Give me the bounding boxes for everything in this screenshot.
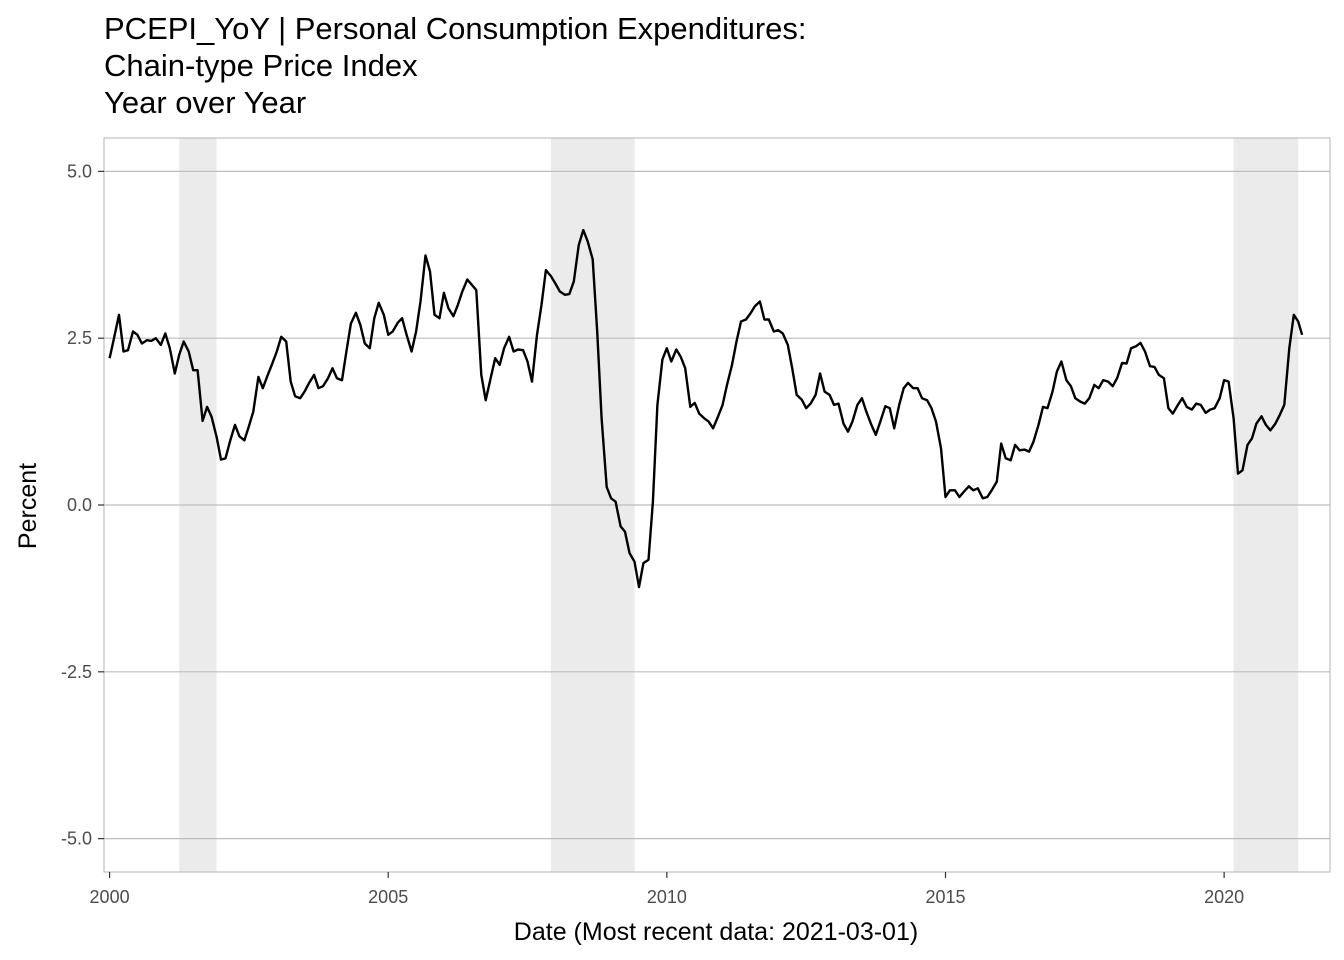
x-tick-label: 2015 — [925, 887, 965, 907]
y-tick-label: -5.0 — [61, 829, 92, 849]
series-line — [108, 228, 1304, 589]
x-tick-label: 2000 — [90, 887, 130, 907]
y-tick-label: 5.0 — [67, 161, 92, 181]
x-tick-label: 2020 — [1204, 887, 1244, 907]
x-tick-label: 2010 — [647, 887, 687, 907]
gridlines — [104, 170, 1330, 840]
x-axis-title: Date (Most recent data: 2021-03-01) — [514, 918, 918, 946]
y-tick-label: -2.5 — [61, 662, 92, 682]
x-tick-label: 2005 — [368, 887, 408, 907]
chart-title-line-1: PCEPI_YoY | Personal Consumption Expendi… — [104, 11, 807, 46]
y-axis-title: Percent — [14, 463, 42, 549]
chart-title-line-2: Chain-type Price Index — [104, 48, 418, 83]
y-tick-label: 2.5 — [67, 328, 92, 348]
chart-title-line-3: Year over Year — [104, 85, 307, 120]
y-tick-label: 0.0 — [67, 495, 92, 515]
chart-title: PCEPI_YoY | Personal Consumption Expendi… — [104, 10, 807, 121]
axes: 2000 2005 2010 2015 2020 5.0 2.5 0.0 -2.5 -5.0 — [61, 161, 1244, 907]
